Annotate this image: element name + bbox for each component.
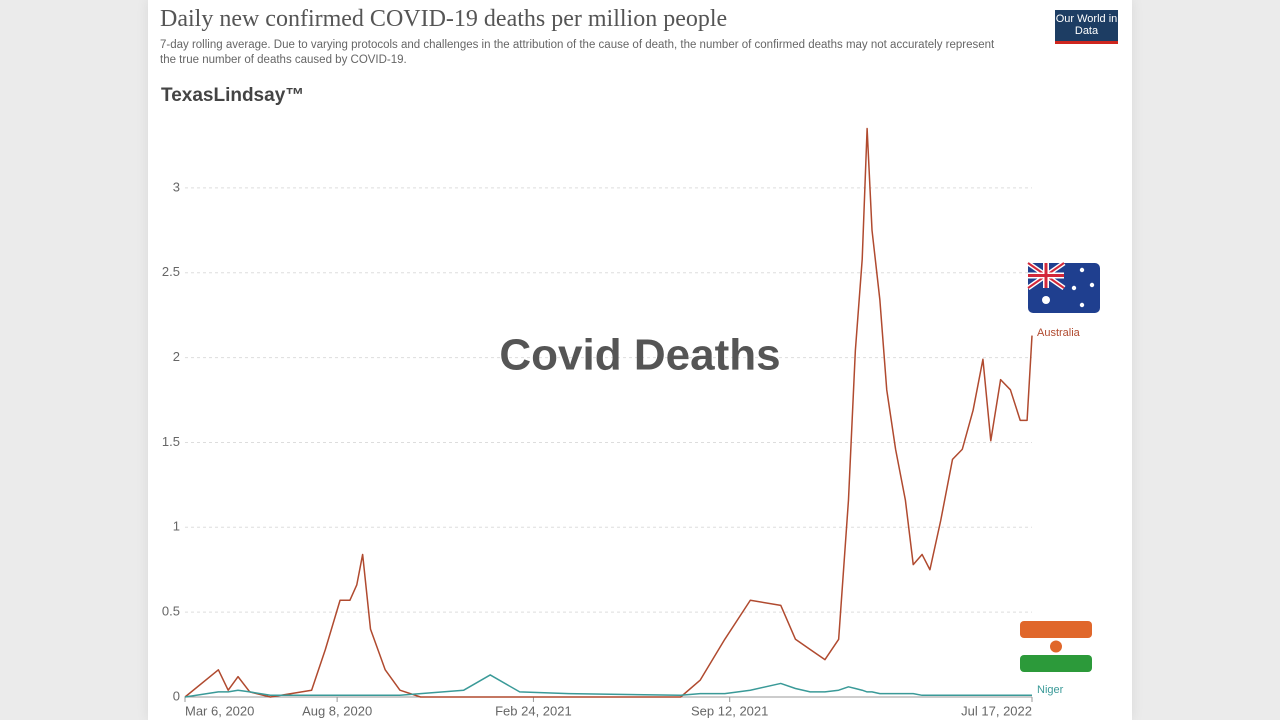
y-tick-label: 0.5 (162, 604, 180, 619)
series-label: Australia (1037, 327, 1081, 339)
owid-logo[interactable]: Our World in Data (1055, 10, 1118, 44)
y-tick-label: 2 (173, 349, 180, 364)
x-tick-label: Sep 12, 2021 (691, 703, 768, 718)
y-tick-label: 2.5 (162, 264, 180, 279)
y-tick-label: 0 (173, 688, 180, 703)
x-tick-label: Aug 8, 2020 (302, 703, 372, 718)
x-tick-label: Jul 17, 2022 (961, 703, 1032, 718)
series-label: Niger (1037, 684, 1064, 696)
y-tick-label: 3 (173, 179, 180, 194)
niger-flag (1020, 621, 1092, 672)
australia-flag (1026, 260, 1100, 313)
y-tick-label: 1 (173, 519, 180, 534)
chart-subtitle: 7-day rolling average. Due to varying pr… (160, 39, 995, 66)
x-tick-label: Mar 6, 2020 (185, 703, 254, 718)
watermark: TexasLindsay™ (161, 85, 305, 106)
series-line (184, 674, 1032, 698)
overlay-annotation: Covid Deaths (499, 331, 780, 380)
chart-card (148, 0, 1132, 720)
series-line (184, 127, 1033, 698)
x-tick-label: Feb 24, 2021 (495, 703, 572, 718)
y-tick-label: 1.5 (162, 434, 180, 449)
chart-title: Daily new confirmed COVID-19 deaths per … (160, 6, 728, 32)
